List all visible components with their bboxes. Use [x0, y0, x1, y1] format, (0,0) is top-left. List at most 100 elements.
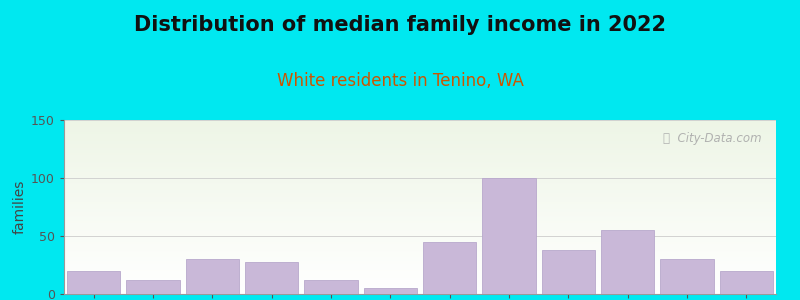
Bar — [64, 280, 776, 282]
Bar — [64, 122, 776, 124]
Bar — [64, 170, 776, 172]
Bar — [64, 144, 776, 146]
Bar — [64, 289, 776, 290]
Bar — [64, 205, 776, 207]
Bar — [64, 237, 776, 238]
Bar — [64, 151, 776, 153]
Text: Distribution of median family income in 2022: Distribution of median family income in … — [134, 15, 666, 35]
Bar — [64, 190, 776, 191]
Bar — [64, 193, 776, 195]
Bar — [64, 214, 776, 216]
Bar — [720, 271, 773, 294]
Bar — [64, 198, 776, 200]
Bar — [64, 257, 776, 259]
Bar — [64, 242, 776, 244]
Bar — [64, 132, 776, 134]
Bar — [64, 224, 776, 226]
Bar — [64, 174, 776, 176]
Bar — [64, 202, 776, 203]
Bar — [64, 165, 776, 167]
Bar — [64, 244, 776, 245]
Bar — [64, 247, 776, 249]
Bar — [64, 139, 776, 141]
Text: ⓘ  City-Data.com: ⓘ City-Data.com — [663, 132, 762, 145]
Bar — [64, 264, 776, 266]
Bar — [64, 272, 776, 273]
Bar — [64, 277, 776, 278]
Bar — [64, 254, 776, 256]
Bar — [64, 287, 776, 289]
Bar — [64, 181, 776, 183]
Bar — [126, 280, 180, 294]
Bar — [64, 282, 776, 284]
Bar — [64, 252, 776, 254]
Bar — [64, 172, 776, 174]
Bar — [64, 157, 776, 158]
Bar — [64, 153, 776, 155]
Bar — [64, 124, 776, 125]
Bar — [542, 250, 595, 294]
Bar — [64, 259, 776, 261]
Bar — [304, 280, 358, 294]
Bar — [64, 221, 776, 223]
Bar — [64, 256, 776, 257]
Bar — [64, 209, 776, 211]
Bar — [64, 186, 776, 188]
Bar — [364, 288, 417, 294]
Bar — [64, 148, 776, 150]
Bar — [482, 178, 536, 294]
Bar — [64, 212, 776, 214]
Bar — [64, 228, 776, 230]
Text: White residents in Tenino, WA: White residents in Tenino, WA — [277, 72, 523, 90]
Bar — [64, 127, 776, 129]
Bar — [64, 231, 776, 233]
Bar — [64, 191, 776, 193]
Bar — [64, 235, 776, 237]
Bar — [423, 242, 476, 294]
Bar — [64, 263, 776, 264]
Bar — [64, 200, 776, 202]
Bar — [64, 285, 776, 287]
Bar — [64, 125, 776, 127]
Bar — [64, 284, 776, 285]
Bar — [660, 259, 714, 294]
Bar — [64, 176, 776, 177]
Bar — [64, 233, 776, 235]
Bar — [64, 266, 776, 268]
Bar — [64, 158, 776, 160]
Bar — [64, 226, 776, 228]
Bar — [64, 249, 776, 250]
Bar — [64, 164, 776, 165]
Bar — [64, 167, 776, 169]
Bar — [64, 129, 776, 130]
Bar — [64, 169, 776, 170]
Bar — [64, 146, 776, 148]
Bar — [64, 184, 776, 186]
Bar — [64, 270, 776, 272]
Bar — [64, 245, 776, 247]
Bar — [64, 207, 776, 209]
Bar — [64, 136, 776, 137]
Bar — [64, 240, 776, 242]
Bar — [245, 262, 298, 294]
Bar — [64, 278, 776, 280]
Bar — [64, 137, 776, 139]
Bar — [64, 196, 776, 198]
Y-axis label: families: families — [13, 180, 27, 234]
Bar — [64, 160, 776, 162]
Bar — [64, 188, 776, 190]
Bar — [64, 223, 776, 224]
Bar — [64, 162, 776, 164]
Bar — [186, 259, 239, 294]
Bar — [67, 271, 120, 294]
Bar — [64, 177, 776, 179]
Bar — [64, 183, 776, 184]
Bar — [64, 211, 776, 212]
Bar — [64, 268, 776, 270]
Bar — [64, 150, 776, 151]
Bar — [64, 219, 776, 221]
Bar — [64, 238, 776, 240]
Bar — [601, 230, 654, 294]
Bar — [64, 155, 776, 157]
Bar — [64, 292, 776, 294]
